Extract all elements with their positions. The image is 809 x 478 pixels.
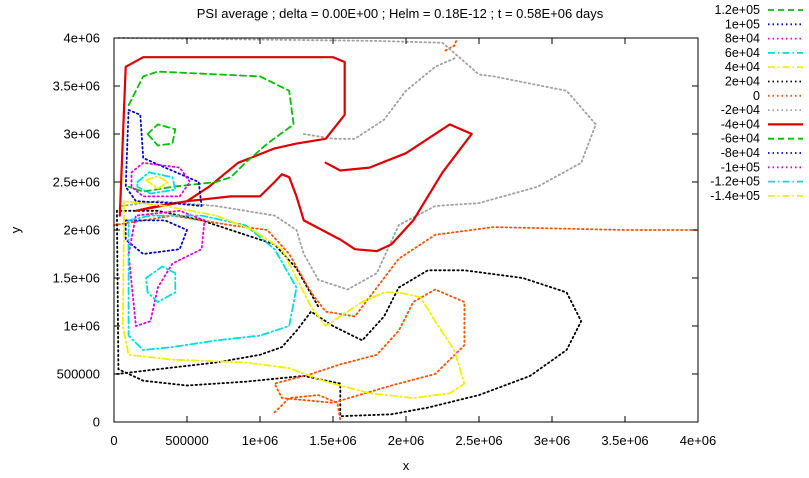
series--1.4e+05 [121, 175, 466, 399]
contour-line [444, 38, 458, 52]
legend-label: 8e+04 [725, 32, 760, 46]
series--1.2e+05 [127, 171, 298, 351]
x-axis: 0 500000 1e+06 1.5e+06 2e+06 2.5e+06 3e+06 3.5e… [110, 38, 716, 448]
series--4e+04 [118, 56, 473, 253]
y-tick-label: 4e+06 [63, 31, 100, 46]
x-tick-label: 1e+06 [242, 433, 279, 448]
contour-lines [113, 37, 699, 421]
series--1e+05 [127, 161, 206, 327]
legend-label: 2e+04 [725, 75, 760, 89]
legend-label: -2e+04 [721, 103, 760, 117]
contour-line [118, 56, 473, 253]
contour-line [124, 109, 203, 207]
x-axis-label: x [403, 458, 410, 473]
series-0 [113, 38, 699, 421]
legend-label: -1.4e+05 [710, 189, 760, 203]
chart-title: PSI average ; delta = 0.00E+00 ; Helm = … [197, 6, 604, 21]
legend-label: -6e+04 [721, 132, 760, 146]
contour-line [124, 219, 188, 255]
x-tick-label: 500000 [165, 433, 208, 448]
x-tick-label: 2.5e+06 [455, 433, 502, 448]
contour-line [127, 209, 206, 327]
legend-label: 1.2e+05 [714, 3, 760, 17]
contour-line [117, 37, 597, 291]
x-tick-label: 4e+06 [680, 433, 717, 448]
y-tick-label: 1.5e+06 [53, 271, 100, 286]
x-tick-label: 2e+06 [388, 433, 425, 448]
y-tick-label: 0 [93, 415, 100, 430]
contour-line [121, 200, 466, 399]
series--2e+04 [117, 37, 597, 291]
contour-line [145, 265, 177, 303]
contour-line [113, 214, 699, 318]
series--8e+04 [124, 109, 203, 255]
legend: 1.2e+051e+058e+046e+044e+042e+040-2e+04-… [710, 3, 803, 203]
contour-line [136, 171, 177, 195]
contour-line [273, 288, 466, 404]
contour-line [302, 56, 458, 140]
contour-line [146, 123, 177, 147]
legend-label: 6e+04 [725, 46, 760, 60]
contour-line [273, 394, 342, 421]
y-tick-label: 500000 [57, 367, 100, 382]
contour-line [116, 209, 583, 418]
legend-label: 1e+05 [725, 17, 760, 31]
contour-line [130, 161, 191, 198]
y-tick-label: 2.5e+06 [53, 175, 100, 190]
series-2e+04 [116, 209, 583, 418]
legend-label: -1e+05 [721, 160, 760, 174]
legend-label: -8e+04 [721, 146, 760, 160]
x-tick-label: 0 [110, 433, 117, 448]
y-axis-label: y [8, 226, 23, 233]
contour-line [127, 214, 298, 351]
series--6e+04 [127, 70, 295, 193]
y-tick-label: 3e+06 [63, 127, 100, 142]
y-tick-label: 3.5e+06 [53, 79, 100, 94]
legend-label: 0 [753, 89, 760, 103]
y-tick-label: 1e+06 [63, 319, 100, 334]
y-tick-label: 2e+06 [63, 223, 100, 238]
contour-line [145, 175, 169, 190]
legend-label: 4e+04 [725, 60, 760, 74]
x-tick-label: 1.5e+06 [309, 433, 356, 448]
legend-label: -1.2e+05 [710, 175, 760, 189]
legend-label: -4e+04 [721, 117, 760, 131]
x-tick-label: 3.5e+06 [601, 433, 648, 448]
y-axis: 0 500000 1e+06 1.5e+06 2e+06 2.5e+06 3e+06 3.5e… [53, 31, 698, 430]
x-tick-label: 3e+06 [534, 433, 571, 448]
